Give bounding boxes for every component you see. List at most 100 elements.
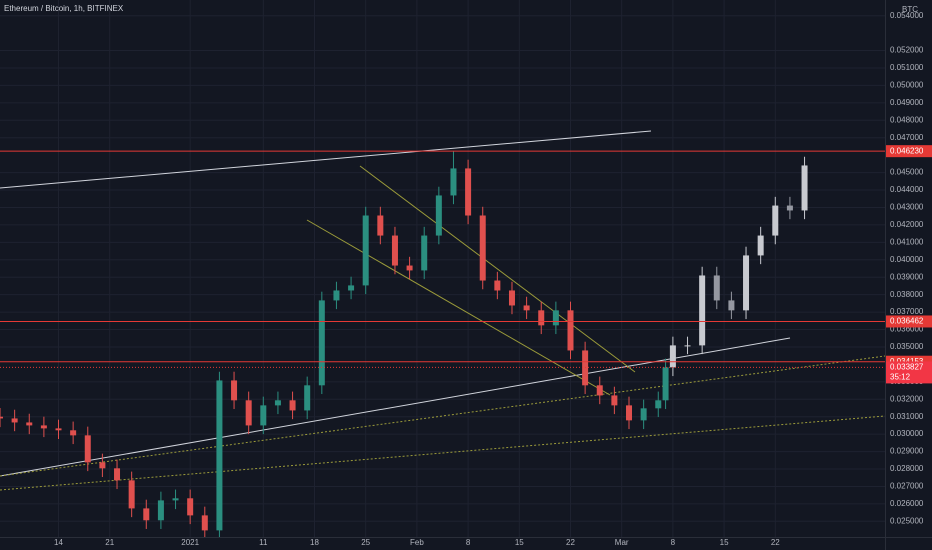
chart-title: Ethereum / Bitcoin, 1h, BITFINEX <box>4 4 124 13</box>
candle-body <box>508 290 515 306</box>
candle-body <box>0 416 3 419</box>
last-price-label: 0.033827 <box>890 363 924 372</box>
y-tick-label: 0.043000 <box>890 203 924 212</box>
candle-body <box>245 400 252 426</box>
y-tick-label: 0.052000 <box>890 46 924 55</box>
trend-line <box>0 130 652 189</box>
x-tick-label: 8 <box>466 538 471 547</box>
candle-body <box>523 305 530 311</box>
candle-body <box>143 508 150 521</box>
y-tick-label: 0.038000 <box>890 290 924 299</box>
candle-body <box>684 345 691 347</box>
price-label: 0.036462 <box>890 317 924 326</box>
x-tick-label: 11 <box>259 538 268 547</box>
drawings <box>0 130 885 491</box>
y-tick-label: 0.030000 <box>890 429 924 438</box>
candle-body <box>377 215 384 236</box>
candle-body <box>70 430 77 436</box>
candle-body <box>669 345 676 368</box>
y-tick-label: 0.027000 <box>890 482 924 491</box>
y-tick-label: 0.045000 <box>890 168 924 177</box>
x-tick-label: 15 <box>720 538 729 547</box>
x-tick-label: 22 <box>771 538 780 547</box>
candle-body <box>40 425 47 429</box>
y-tick-label: 0.042000 <box>890 220 924 229</box>
candle-body <box>640 408 647 421</box>
candle-body <box>11 418 18 423</box>
candle-body <box>421 235 428 271</box>
candle-body <box>450 168 457 196</box>
candle-body <box>172 498 179 501</box>
x-tick-label: 25 <box>361 538 370 547</box>
marks <box>0 150 885 537</box>
y-tick-label: 0.031000 <box>890 412 924 421</box>
candle-body <box>55 428 62 431</box>
candle-body <box>318 300 325 386</box>
candle-body <box>435 195 442 236</box>
y-tick-label: 0.050000 <box>890 81 924 90</box>
candle-body <box>801 165 808 211</box>
candle-body <box>465 168 472 216</box>
candle-body <box>84 435 91 463</box>
y-tick-label: 0.041000 <box>890 237 924 246</box>
candle-body <box>786 205 793 211</box>
price-label: 0.046230 <box>890 146 924 155</box>
trend-line <box>306 219 611 396</box>
y-tick-label: 0.025000 <box>890 516 924 525</box>
candle-body <box>494 280 501 291</box>
trend-line <box>359 165 636 373</box>
candle-body <box>538 310 545 326</box>
candle-body <box>231 380 238 401</box>
dotted-trend-line <box>0 355 885 477</box>
x-tick-label: 21 <box>105 538 114 547</box>
y-tick-label: 0.049000 <box>890 98 924 107</box>
candle-body <box>757 235 764 256</box>
y-tick-label: 0.048000 <box>890 115 924 124</box>
x-tick-label: Mar <box>615 538 629 547</box>
candle-body <box>713 275 720 301</box>
y-tick-label: 0.054000 <box>890 11 924 20</box>
candle-body <box>260 405 267 426</box>
y-tick-label: 0.035000 <box>890 342 924 351</box>
candle-body <box>611 395 618 406</box>
y-tick-label: 0.028000 <box>890 464 924 473</box>
candle-body <box>201 515 208 531</box>
candle-body <box>333 290 340 301</box>
y-tick-label: 0.037000 <box>890 307 924 316</box>
grid-layer <box>0 0 885 537</box>
candle-body <box>626 405 633 421</box>
y-unit: BTC <box>902 5 918 14</box>
price-label: 0.034153 <box>890 357 924 366</box>
price-label-box <box>886 145 932 158</box>
last-price-box <box>886 361 932 384</box>
countdown-label: 35:12 <box>890 373 911 382</box>
candle-body <box>662 367 669 401</box>
dotted-trend-line <box>0 415 885 491</box>
x-tick-label: 22 <box>566 538 575 547</box>
candle-body <box>596 385 603 396</box>
y-tick-label: 0.047000 <box>890 133 924 142</box>
x-tick-label: 15 <box>515 538 524 547</box>
candle-body <box>743 255 750 311</box>
x-tick-label: 18 <box>310 538 319 547</box>
x-tick-label: 8 <box>671 538 676 547</box>
y-tick-label: 0.051000 <box>890 63 924 72</box>
candle-body <box>289 400 296 411</box>
price-label-box <box>886 315 932 328</box>
y-tick-label: 0.039000 <box>890 272 924 281</box>
trend-line <box>0 337 791 477</box>
candle-body <box>26 422 33 426</box>
candle-body <box>99 462 106 469</box>
candle-body <box>362 215 369 286</box>
candle-body <box>728 300 735 311</box>
candle-body <box>772 205 779 236</box>
candle-body <box>479 215 486 281</box>
candle-body <box>114 468 121 481</box>
candle-body <box>391 235 398 266</box>
x-tick-label: 2021 <box>181 538 199 547</box>
candle-body <box>157 500 164 521</box>
candle-body <box>567 310 574 351</box>
y-tick-label: 0.026000 <box>890 499 924 508</box>
